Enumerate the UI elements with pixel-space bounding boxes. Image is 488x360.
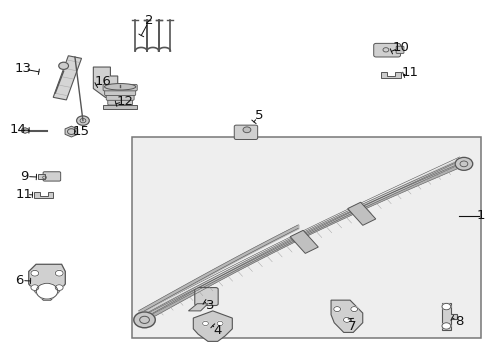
Polygon shape: [347, 202, 375, 225]
Polygon shape: [330, 300, 362, 332]
Text: 3: 3: [206, 299, 214, 312]
Circle shape: [441, 303, 450, 310]
Circle shape: [243, 127, 250, 133]
Circle shape: [36, 283, 58, 299]
Text: 16: 16: [95, 75, 111, 88]
FancyBboxPatch shape: [104, 89, 135, 96]
Polygon shape: [188, 304, 207, 311]
Polygon shape: [65, 126, 78, 137]
Circle shape: [350, 307, 357, 312]
Text: 15: 15: [73, 125, 89, 138]
Polygon shape: [380, 72, 400, 78]
Circle shape: [31, 270, 39, 276]
Circle shape: [441, 323, 450, 329]
Polygon shape: [441, 303, 456, 330]
FancyBboxPatch shape: [194, 288, 218, 306]
Text: 11: 11: [16, 188, 33, 201]
Circle shape: [59, 62, 68, 69]
Polygon shape: [193, 311, 232, 341]
Text: 5: 5: [254, 109, 263, 122]
Text: 2: 2: [145, 14, 153, 27]
Text: 7: 7: [347, 320, 355, 333]
Circle shape: [134, 312, 155, 328]
FancyBboxPatch shape: [373, 43, 400, 57]
FancyBboxPatch shape: [234, 125, 257, 139]
Text: 1: 1: [476, 210, 484, 222]
Bar: [103, 105, 137, 109]
Text: 8: 8: [454, 315, 462, 328]
Circle shape: [202, 321, 208, 325]
Bar: [38, 174, 45, 179]
Polygon shape: [29, 264, 65, 300]
FancyBboxPatch shape: [43, 172, 61, 181]
Text: 12: 12: [116, 95, 133, 108]
Polygon shape: [289, 230, 318, 253]
Circle shape: [55, 285, 63, 291]
Circle shape: [77, 116, 89, 125]
FancyBboxPatch shape: [395, 46, 403, 53]
Circle shape: [55, 270, 63, 276]
Ellipse shape: [104, 84, 136, 90]
Bar: [132, 137, 480, 338]
Text: 9: 9: [20, 170, 28, 183]
FancyBboxPatch shape: [107, 99, 132, 105]
Circle shape: [31, 285, 39, 291]
Circle shape: [333, 307, 340, 312]
Text: 10: 10: [391, 41, 408, 54]
Polygon shape: [93, 67, 118, 98]
Circle shape: [217, 321, 223, 325]
Circle shape: [454, 157, 472, 170]
Text: 13: 13: [14, 62, 31, 75]
Polygon shape: [53, 56, 81, 100]
FancyBboxPatch shape: [106, 94, 134, 100]
Circle shape: [343, 318, 349, 322]
Text: 14: 14: [9, 123, 26, 136]
Text: 4: 4: [213, 324, 222, 337]
Polygon shape: [21, 128, 28, 134]
FancyBboxPatch shape: [103, 84, 137, 91]
Text: 6: 6: [15, 274, 23, 287]
Polygon shape: [34, 192, 53, 198]
Text: 11: 11: [401, 66, 418, 79]
